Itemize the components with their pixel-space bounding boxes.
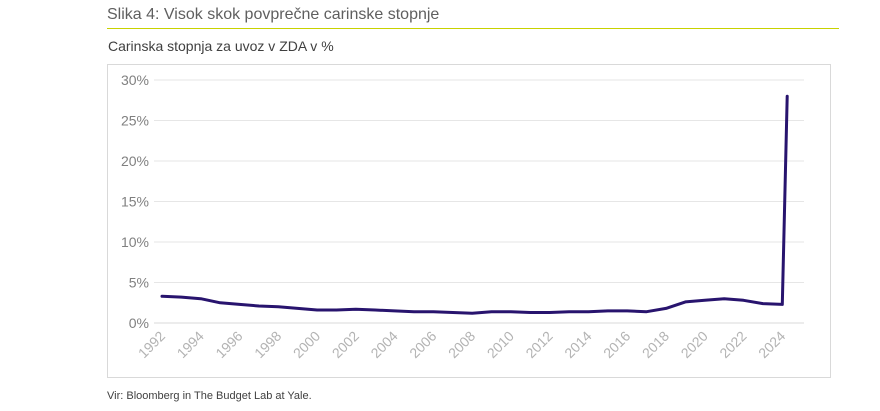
- x-tick-label: 2014: [561, 328, 594, 361]
- y-tick-label: 5%: [129, 275, 149, 291]
- series-line: [160, 94, 789, 315]
- y-tick-label: 15%: [121, 194, 149, 210]
- chart-title: Carinska stopnja za uvoz v ZDA v %: [108, 38, 334, 54]
- y-tick-label: 30%: [121, 72, 149, 88]
- source-note: Vir: Bloomberg in The Budget Lab at Yale…: [107, 390, 312, 402]
- figure-title: Slika 4: Visok skok povprečne carinske s…: [107, 6, 440, 23]
- x-tick-label: 2002: [329, 328, 362, 361]
- x-tick-label: 2000: [290, 328, 323, 361]
- y-tick-label: 10%: [121, 234, 149, 250]
- y-axis-ticks: 0% 5% 10% 15% 20% 25% 30%: [121, 72, 149, 331]
- x-tick-label: 2016: [600, 328, 633, 361]
- x-tick-label: 1994: [174, 328, 207, 361]
- x-tick-label: 2006: [406, 328, 439, 361]
- title-rule: [107, 28, 839, 29]
- x-tick-label: 1992: [135, 328, 168, 361]
- x-tick-label: 2008: [445, 328, 478, 361]
- x-tick-label: 2012: [522, 328, 555, 361]
- x-tick-label: 1998: [251, 328, 284, 361]
- y-tick-label: 0%: [129, 315, 149, 331]
- y-tick-label: 20%: [121, 153, 149, 169]
- x-tick-label: 2010: [484, 328, 517, 361]
- x-tick-label: 2020: [678, 328, 711, 361]
- x-tick-label: 2018: [639, 328, 672, 361]
- grid-lines: [154, 79, 804, 324]
- x-axis-ticks: 1992 1994 1996 1998 2000 2002 2004 2006 2008 2010…: [135, 328, 789, 361]
- y-tick-label: 25%: [121, 113, 149, 129]
- x-tick-label: 2022: [716, 328, 749, 361]
- chart-frame: [107, 64, 831, 378]
- x-tick-label: 1996: [212, 328, 245, 361]
- x-tick-label: 2024: [755, 328, 788, 361]
- series-layer: [160, 94, 789, 315]
- x-tick-label: 2004: [367, 328, 400, 361]
